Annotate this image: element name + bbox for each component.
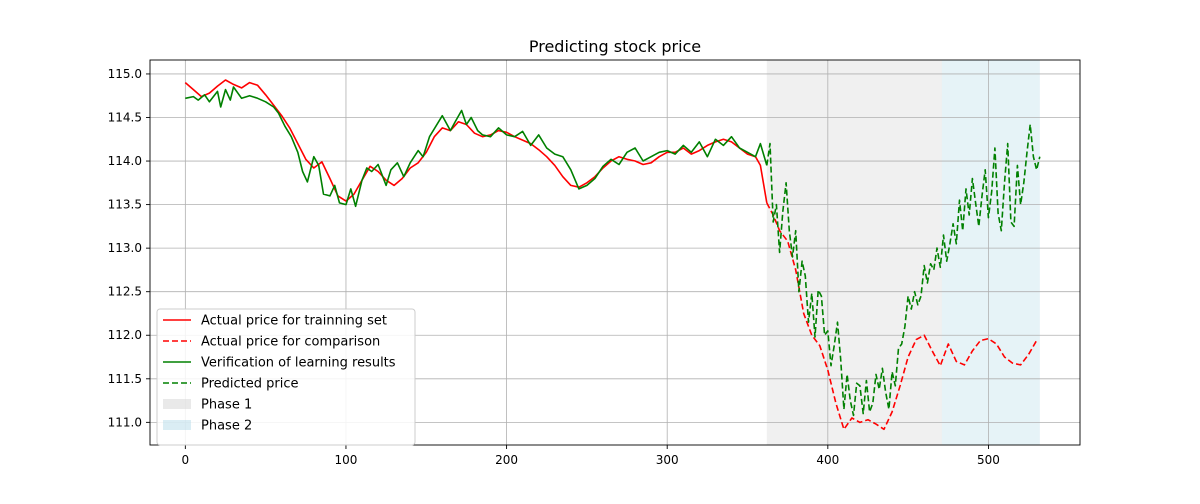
y-tick-label: 114.5 — [108, 110, 142, 124]
legend-label: Phase 2 — [201, 419, 252, 434]
axes-frame — [149, 59, 1081, 446]
x-tick-label: 0 — [182, 453, 190, 467]
y-tick-label: 113.0 — [108, 241, 142, 255]
series-line-1 — [184, 79, 768, 204]
legend-swatch — [163, 399, 191, 409]
y-tick-label: 113.5 — [108, 198, 142, 212]
legend-label: Actual price for trainning set — [201, 314, 387, 329]
chart-title: Predicting stock price — [529, 37, 701, 56]
x-tick-label: 200 — [495, 453, 518, 467]
span-2 — [941, 60, 1040, 445]
y-tick-label: 112.5 — [108, 285, 142, 299]
x-tick-label: 100 — [335, 453, 358, 467]
legend-label: Predicted price — [201, 377, 299, 392]
span-1 — [766, 60, 942, 445]
x-tick-label: 300 — [656, 453, 679, 467]
series-line-4 — [766, 123, 1041, 417]
x-tick-label: 400 — [816, 453, 839, 467]
series-line-3 — [185, 86, 768, 208]
legend-box — [156, 308, 416, 446]
plot-area: 0 100 200 300 400 500 111.0 111.5 112.0 112.5 113.… — [108, 59, 1081, 467]
legend-label: Verification of learning results — [201, 356, 396, 371]
x-tick-label: 500 — [977, 453, 1000, 467]
y-tick-label: 115.0 — [108, 67, 142, 81]
y-tick-label: 111.5 — [108, 372, 142, 386]
legend-label: Actual price for comparison — [201, 335, 380, 350]
y-tick-label: 112.0 — [108, 328, 142, 342]
series-line-2 — [766, 202, 1038, 431]
y-tick-label: 114.0 — [108, 154, 142, 168]
legend-label: Phase 1 — [201, 398, 252, 413]
legend: Actual price for trainning set Actual pri… — [156, 308, 416, 446]
y-tick-label: 111.0 — [108, 415, 142, 429]
legend-swatch — [163, 420, 191, 430]
